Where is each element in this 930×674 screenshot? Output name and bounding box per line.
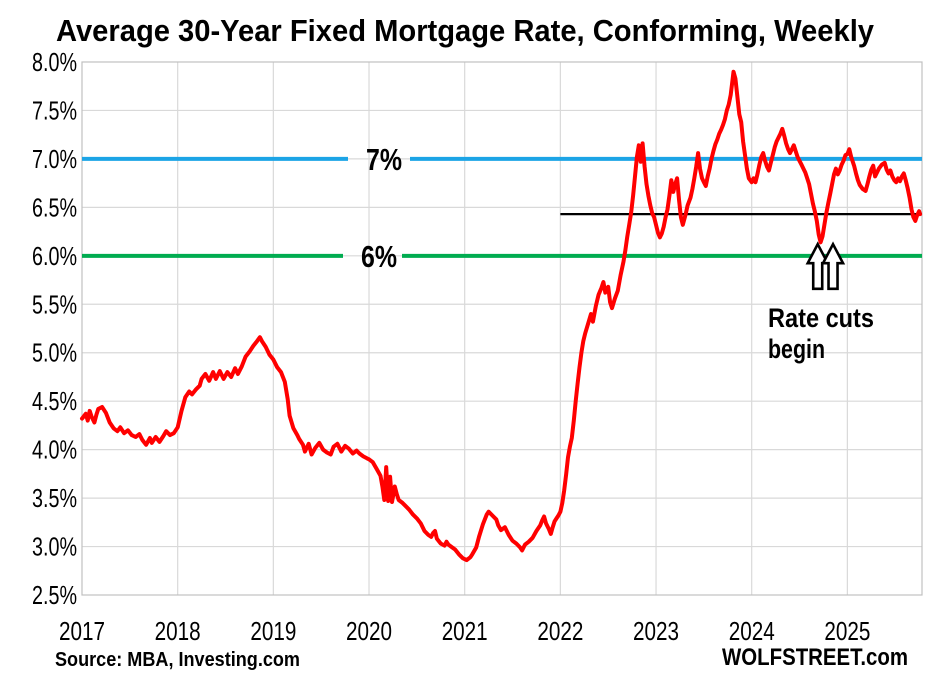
y-axis-tick-label: 7.5%	[32, 95, 77, 125]
y-axis-tick-label: 5.0%	[32, 338, 77, 368]
x-axis-tick-label: 2025	[824, 616, 870, 646]
reference-line-label-6%: 6%	[361, 239, 397, 274]
y-axis-tick-label: 3.5%	[32, 483, 77, 513]
rate-cut-up-arrow-icon	[820, 241, 846, 291]
reference-line-label-7%: 7%	[366, 142, 402, 177]
annotation-rate-cuts-line1: Rate cuts	[768, 303, 874, 333]
y-axis-tick-label: 6.0%	[32, 241, 77, 271]
x-axis-tick-label: 2019	[250, 616, 296, 646]
chart-generated-layers: 8.0% 7.5% 7.0% 6.5% 6.0% 5.5% 5.0% 4.5% 4.0% 3.5%…	[32, 47, 923, 646]
y-axis-tick-label: 4.0%	[32, 435, 77, 465]
y-axis-tick-label: 6.5%	[32, 192, 77, 222]
y-axis-tick-label: 5.5%	[32, 289, 77, 319]
chart-title: Average 30-Year Fixed Mortgage Rate, Con…	[56, 13, 875, 48]
y-axis-tick-label: 3.0%	[32, 532, 77, 562]
y-axis-tick-label: 8.0%	[32, 47, 77, 77]
x-axis-tick-label: 2024	[729, 616, 775, 646]
x-axis-tick-label: 2017	[59, 616, 105, 646]
y-axis-tick-label: 2.5%	[32, 580, 77, 610]
source-note: Source: MBA, Investing.com	[55, 649, 300, 671]
x-axis-tick-label: 2022	[537, 616, 583, 646]
rate-cut-up-arrow-icon	[805, 241, 830, 291]
plot-border	[81, 61, 923, 596]
x-axis-tick-label: 2021	[442, 616, 488, 646]
y-axis-tick-label: 4.5%	[32, 386, 77, 416]
x-axis-tick-label: 2020	[346, 616, 392, 646]
mortgage-rate-line	[80, 69, 923, 563]
watermark: WOLFSTREET.com	[722, 644, 908, 671]
x-axis-tick-label: 2023	[633, 616, 679, 646]
annotation-rate-cuts-line2: begin	[768, 334, 825, 364]
x-axis-tick-label: 2018	[155, 616, 201, 646]
y-axis-tick-label: 7.0%	[32, 144, 77, 174]
